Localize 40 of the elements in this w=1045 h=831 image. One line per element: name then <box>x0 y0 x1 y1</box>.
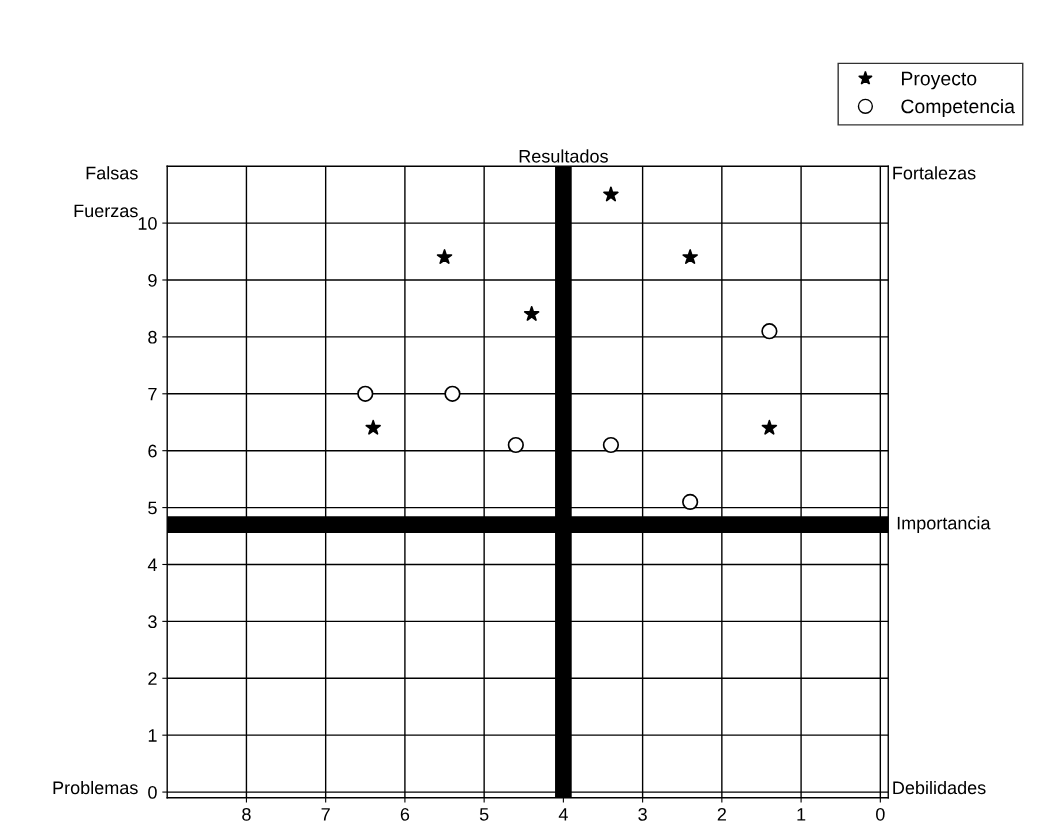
legend-label: Proyecto <box>901 71 977 90</box>
y-tick-label: 2 <box>148 672 157 685</box>
x-tick-label: 8 <box>242 807 251 821</box>
x-axis-title: Importancia <box>897 516 991 534</box>
point <box>436 249 453 264</box>
text: Falsas Fuerzas <box>74 166 138 218</box>
text: Problemas <box>53 780 138 795</box>
y-tick-label: 10 <box>138 217 157 230</box>
y-tick-label: 5 <box>148 501 157 515</box>
y-axis-title: Resultados <box>519 149 608 163</box>
y-tick-label: 9 <box>148 273 157 287</box>
x-tick-label: 5 <box>479 808 489 821</box>
y-tick-label: 0 <box>148 786 157 799</box>
point <box>357 385 374 402</box>
y-tick-label: 8 <box>148 330 157 344</box>
point <box>761 323 778 340</box>
point <box>761 419 778 435</box>
x-tick-label: 7 <box>321 808 330 821</box>
x-tick-label: 3 <box>638 807 647 821</box>
point <box>603 186 619 202</box>
text: Fortalezas <box>893 166 976 180</box>
x-tick-label: 6 <box>400 807 410 821</box>
legend-label: Competencia <box>901 99 1015 118</box>
y-tick-label: 7 <box>148 387 157 401</box>
text: Debilidades <box>893 780 986 795</box>
point <box>682 493 699 511</box>
x-tick-label: 2 <box>717 807 726 821</box>
y-tick-label: 6 <box>148 444 157 458</box>
point <box>602 436 620 454</box>
point <box>365 419 381 435</box>
point <box>682 249 698 264</box>
x-tick-label: 0 <box>876 807 885 821</box>
point <box>444 385 461 402</box>
point <box>507 436 524 454</box>
point <box>523 306 540 321</box>
x-tick-label: 1 <box>797 808 806 821</box>
y-tick-label: 1 <box>148 729 157 742</box>
x-tick-label: 4 <box>558 808 568 821</box>
y-tick-label: 3 <box>148 615 157 629</box>
y-tick-label: 4 <box>147 558 157 572</box>
